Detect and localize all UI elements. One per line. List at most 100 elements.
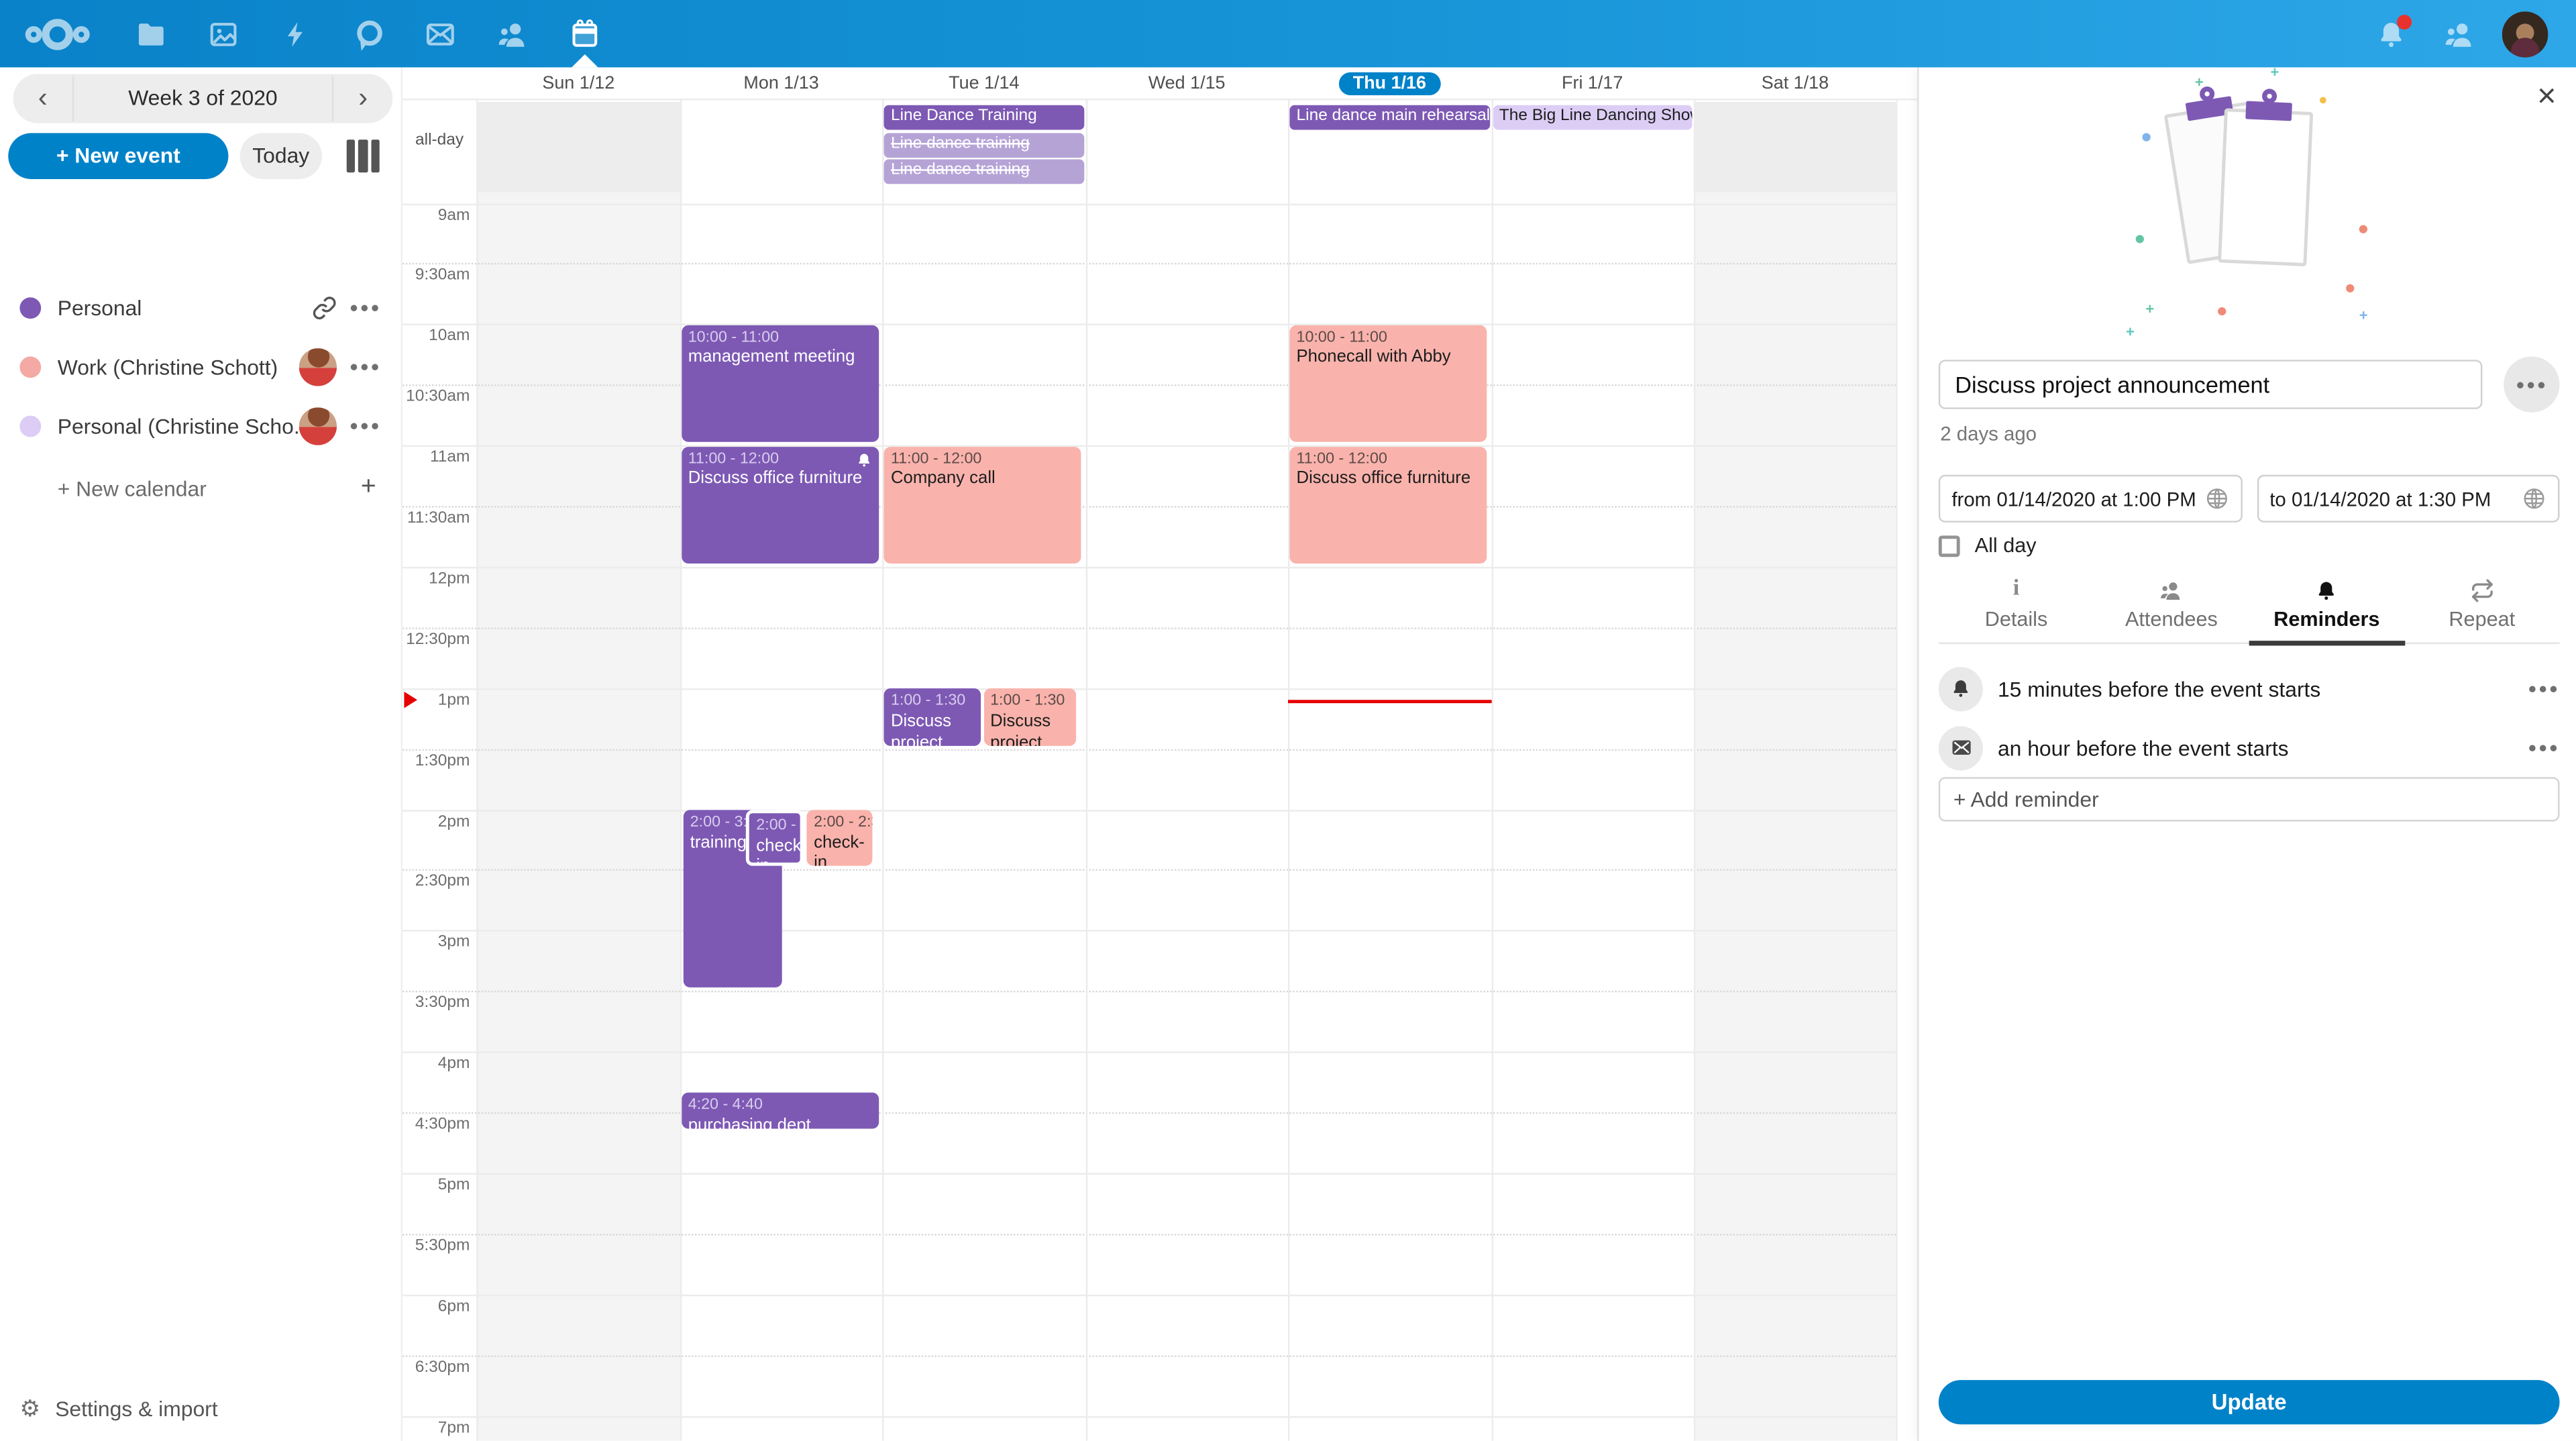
column-divider [1896, 67, 1898, 1441]
current-time-arrow [404, 692, 418, 708]
calendar-list-item[interactable]: Personal ●●● [0, 278, 402, 337]
time-grid: 9am 9:30am 10am 10:30am 11am 11:30am 12pm 12:30… [402, 67, 1917, 1441]
user-avatar[interactable] [2489, 0, 2561, 67]
calendar-event[interactable]: 10:00 - 11:00 management meeting [681, 325, 879, 443]
day-header-wed[interactable]: Wed 1/15 [1148, 74, 1226, 94]
reminder-menu-button[interactable]: ●●● [2528, 739, 2560, 756]
day-header-tue[interactable]: Tue 1/14 [949, 74, 1020, 94]
column-divider [1288, 67, 1290, 1441]
day-header-sat[interactable]: Sat 1/18 [1761, 74, 1829, 94]
reminder-bell-icon [859, 453, 870, 466]
time-label: 5pm [437, 1176, 470, 1195]
day-header-mon[interactable]: Mon 1/13 [743, 74, 819, 94]
time-gridline [402, 1354, 1896, 1356]
update-button[interactable]: Update [1938, 1380, 2560, 1425]
calendar-event[interactable]: 10:00 - 11:00 Phonecall with Abby [1289, 325, 1488, 443]
settings-import-button[interactable]: ⚙ Settings & import [0, 1385, 402, 1431]
tab-reminders[interactable]: Reminders [2249, 570, 2404, 646]
calendar-menu-button[interactable]: ●●● [349, 358, 382, 375]
day-header-fri[interactable]: Fri 1/17 [1562, 74, 1623, 94]
previous-week-button[interactable]: ‹ [38, 82, 48, 113]
today-button[interactable]: Today [239, 133, 323, 179]
timezone-globe-icon[interactable] [2204, 486, 2229, 511]
all-day-event[interactable]: Line Dance Training [884, 105, 1084, 130]
new-calendar-label: + New calendar [57, 475, 207, 500]
calendar-list: Personal ●●● Work (Christine Schott) ●●● Per… [0, 278, 402, 455]
time-label: 12pm [429, 570, 470, 588]
all-day-event[interactable]: Line dance training [884, 159, 1084, 184]
column-divider [680, 67, 682, 1441]
weekend-shading [477, 101, 680, 193]
shared-by-avatar [298, 407, 337, 445]
contacts-app-icon[interactable] [476, 0, 549, 67]
avatar-image [2502, 10, 2548, 57]
calendar-list-item[interactable]: Work (Christine Schott) ●●● [0, 337, 402, 396]
time-gridline [402, 384, 1896, 386]
calendar-menu-button[interactable]: ●●● [349, 417, 382, 434]
timezone-globe-icon[interactable] [2522, 486, 2546, 511]
calendar-event[interactable]: 11:00 - 12:00 Discuss office furniture [1289, 446, 1488, 564]
tab-repeat[interactable]: Repeat [2404, 570, 2559, 643]
calendar-event[interactable]: 2:00 - 2:30check-in [746, 810, 804, 867]
photos-app-icon[interactable] [187, 0, 260, 67]
info-icon: i [2012, 576, 2020, 602]
top-header-bar [0, 0, 2576, 68]
plus-icon: + [360, 473, 376, 501]
reminder-list: 15 minutes before the event starts ●●● an … [1938, 659, 2560, 777]
mail-app-icon[interactable] [404, 0, 476, 67]
all-day-event[interactable]: Line dance main rehearsal [1289, 105, 1490, 130]
tab-attendees[interactable]: Attendees [2094, 570, 2249, 643]
files-app-icon[interactable] [115, 0, 187, 67]
reminder-menu-button[interactable]: ●●● [2528, 680, 2560, 697]
close-icon[interactable]: × [2536, 78, 2557, 115]
event-time: 1:00 - 1:30 [990, 692, 1065, 710]
time-label: 10am [429, 327, 470, 346]
calendar-menu-button[interactable]: ●●● [349, 299, 382, 316]
calendar-event[interactable]: 2:00 - 2:30check-in [807, 810, 873, 867]
time-label: 10:30am [406, 388, 470, 407]
week-label[interactable]: Week 3 of 2020 [72, 75, 334, 122]
gear-icon: ⚙ [19, 1393, 41, 1421]
view-columns-icon[interactable] [346, 140, 380, 173]
repeat-icon [2469, 575, 2495, 603]
event-title-input[interactable] [1938, 360, 2483, 409]
time-label: 11am [429, 448, 470, 467]
calendar-item-actions: ●●● [298, 407, 402, 445]
time-label: 1pm [437, 691, 470, 710]
event-actions-button[interactable]: ●●● [2504, 356, 2560, 413]
all-day-event[interactable]: The Big Line Dancing Show [1493, 105, 1693, 130]
all-day-event[interactable]: Line dance training [884, 132, 1084, 157]
shared-by-avatar [298, 347, 337, 386]
column-divider [1693, 67, 1696, 1441]
new-event-button[interactable]: + New event [8, 133, 229, 179]
tab-details[interactable]: i Details [1939, 570, 2094, 643]
add-reminder-button[interactable]: + Add reminder [1938, 777, 2560, 822]
day-header-thu[interactable]: Thu 1/16 [1288, 67, 1491, 100]
share-link-icon[interactable] [312, 295, 337, 320]
time-gridline [402, 203, 1896, 205]
day-header-sun[interactable]: Sun 1/12 [542, 74, 615, 94]
nextcloud-logo[interactable] [19, 0, 95, 67]
new-calendar-button[interactable]: + New calendar + [0, 462, 402, 514]
time-label: 4pm [437, 1055, 470, 1073]
time-gridline [402, 748, 1896, 751]
talk-app-icon[interactable] [333, 0, 406, 67]
calendar-event[interactable]: 1:00 - 1:30 Discuss project [983, 688, 1076, 745]
all-day-checkbox[interactable] [1938, 535, 1960, 556]
notifications-bell-icon[interactable] [2354, 0, 2426, 67]
calendar-event[interactable]: 11:00 - 12:00 Company call [884, 446, 1082, 564]
time-label: 3:30pm [415, 994, 470, 1013]
event-time: 11:00 - 12:00 [1296, 449, 1387, 468]
activity-app-icon[interactable] [260, 0, 332, 67]
calendar-item-actions: ●●● [312, 295, 402, 320]
end-datetime-field[interactable]: to 01/14/2020 at 1:30 PM [2256, 474, 2560, 523]
calendar-event[interactable]: 4:20 - 4:40 purchasing dept [681, 1092, 879, 1130]
calendar-event[interactable]: 11:00 - 12:00 Discuss office furniture [681, 446, 879, 564]
calendar-list-item[interactable]: Personal (Christine Scho... ●●● [0, 396, 402, 455]
start-datetime-field[interactable]: from 01/14/2020 at 1:00 PM [1938, 474, 2242, 523]
next-week-button[interactable]: › [358, 82, 368, 113]
calendar-app-icon[interactable] [549, 0, 621, 67]
contacts-menu-icon[interactable] [2423, 0, 2496, 67]
